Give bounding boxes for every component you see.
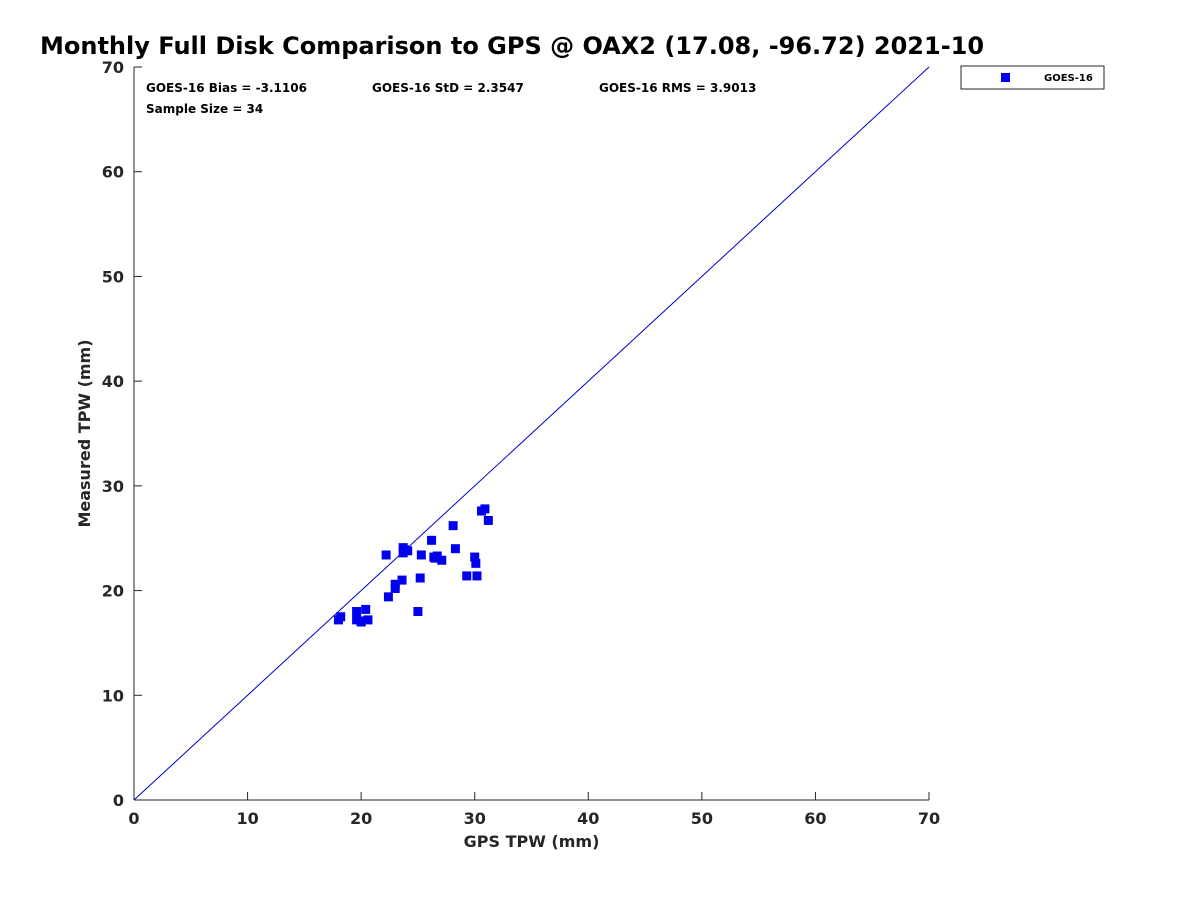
data-point	[356, 616, 366, 626]
data-point	[472, 571, 482, 581]
legend-box	[960, 65, 1105, 90]
data-points	[333, 504, 493, 627]
x-tick-label: 40	[577, 809, 599, 828]
data-point	[397, 575, 407, 585]
y-axis-label: Measured TPW (mm)	[75, 339, 94, 527]
stat-sample-size: Sample Size = 34	[146, 102, 263, 116]
chart-title: Monthly Full Disk Comparison to GPS @ OA…	[40, 32, 984, 60]
y-tick-label: 10	[102, 686, 124, 705]
identity-line	[133, 66, 930, 801]
data-point	[399, 545, 409, 555]
data-point	[336, 612, 346, 622]
data-point	[415, 573, 425, 583]
x-tick-label: 50	[691, 809, 713, 828]
y-ticks: 0 10 20 30 40 50 60 70	[102, 58, 142, 810]
x-tick-label: 70	[918, 809, 940, 828]
x-tick-label: 30	[464, 809, 486, 828]
y-tick-label: 50	[102, 267, 124, 286]
x-tick-label: 20	[350, 809, 372, 828]
x-tick-label: 60	[804, 809, 826, 828]
data-point	[383, 592, 393, 602]
stat-rms: GOES-16 RMS = 3.9013	[599, 81, 756, 95]
data-point	[363, 615, 373, 625]
stats-annotations: GOES-16 Bias = -3.1106 GOES-16 StD = 2.3…	[146, 81, 756, 116]
x-tick-label: 10	[236, 809, 258, 828]
legend-label-goes16: GOES-16	[1044, 73, 1093, 84]
data-point	[416, 550, 426, 560]
x-tick-label: 0	[128, 809, 139, 828]
y-tick-label: 40	[102, 372, 124, 391]
stat-std: GOES-16 StD = 2.3547	[372, 81, 524, 95]
y-tick-label: 30	[102, 477, 124, 496]
data-point	[448, 521, 458, 531]
data-point	[427, 535, 437, 545]
data-point	[381, 550, 391, 560]
x-ticks: 0 10 20 30 40 50 60 70	[128, 792, 940, 828]
y-tick-label: 70	[102, 58, 124, 77]
y-tick-label: 0	[113, 791, 124, 810]
data-point	[390, 583, 400, 593]
data-point	[480, 504, 490, 514]
data-point	[470, 552, 480, 562]
data-point	[352, 615, 362, 625]
axes	[133, 67, 929, 801]
data-point	[437, 555, 447, 565]
x-axis-label: GPS TPW (mm)	[464, 832, 600, 851]
data-point	[413, 607, 423, 617]
data-point	[462, 571, 472, 581]
stat-bias: GOES-16 Bias = -3.1106	[146, 81, 307, 95]
data-point	[352, 607, 362, 617]
data-point	[450, 544, 460, 554]
data-point	[483, 515, 493, 525]
data-point	[430, 553, 440, 563]
y-tick-label: 20	[102, 582, 124, 601]
y-tick-label: 60	[102, 163, 124, 182]
data-point	[361, 604, 371, 614]
legend: GOES-16	[960, 65, 1105, 90]
legend-marker-goes16	[1001, 73, 1010, 82]
data-point	[471, 558, 481, 568]
